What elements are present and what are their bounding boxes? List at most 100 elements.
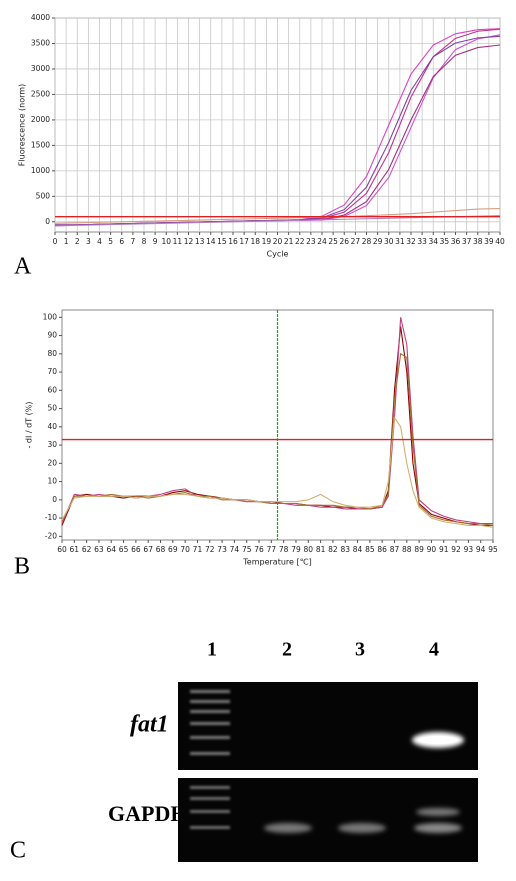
y-tick-label: 500 xyxy=(36,191,51,200)
x-tick-label: 36 xyxy=(451,237,461,246)
x-tick-label: 65 xyxy=(119,545,129,554)
x-tick-label: 11 xyxy=(173,237,183,246)
x-tick-label: 69 xyxy=(168,545,178,554)
x-tick-label: 64 xyxy=(106,545,116,554)
x-tick-label: 26 xyxy=(339,237,349,246)
x-tick-label: 32 xyxy=(406,237,416,246)
y-tick-label: 2500 xyxy=(31,89,50,98)
y-tick-label: 50 xyxy=(47,404,57,413)
x-tick-label: 68 xyxy=(156,545,166,554)
x-tick-label: 89 xyxy=(414,545,424,554)
x-tick-label: 18 xyxy=(250,237,260,246)
x-tick-label: 81 xyxy=(316,545,326,554)
x-tick-label: 35 xyxy=(440,237,450,246)
y-tick-label: 0 xyxy=(45,217,50,226)
x-tick-label: 5 xyxy=(108,237,113,246)
y-tick-label: 20 xyxy=(47,458,57,467)
x-tick-label: 19 xyxy=(262,237,272,246)
lane-label: 3 xyxy=(355,639,365,661)
x-tick-label: 95 xyxy=(488,545,498,554)
x-tick-label: 73 xyxy=(217,545,227,554)
row-label: fat1 xyxy=(130,712,169,738)
y-tick-label: 3000 xyxy=(31,64,50,73)
x-tick-label: 71 xyxy=(193,545,203,554)
y-axis-label: - dI / dT (%) xyxy=(25,402,34,449)
x-tick-label: 34 xyxy=(428,237,438,246)
x-tick-label: 63 xyxy=(94,545,104,554)
x-tick-label: 4 xyxy=(97,237,102,246)
y-tick-label: -20 xyxy=(45,531,57,540)
x-tick-label: 79 xyxy=(291,545,301,554)
x-tick-label: 70 xyxy=(180,545,190,554)
x-tick-label: 75 xyxy=(242,545,252,554)
lane-label: 4 xyxy=(429,639,439,661)
x-tick-label: 15 xyxy=(217,237,227,246)
y-tick-label: 30 xyxy=(47,440,57,449)
series-line xyxy=(61,416,494,528)
x-tick-label: 78 xyxy=(279,545,289,554)
x-tick-label: 61 xyxy=(70,545,80,554)
row-label: GAPDH xyxy=(108,801,187,826)
x-tick-label: 24 xyxy=(317,237,327,246)
x-tick-label: 62 xyxy=(82,545,92,554)
y-tick-label: 3500 xyxy=(31,38,50,47)
x-tick-label: 21 xyxy=(284,237,294,246)
x-tick-label: 14 xyxy=(206,237,216,246)
x-tick-label: 31 xyxy=(395,237,405,246)
x-axis-label: Cycle xyxy=(267,250,289,259)
x-tick-label: 66 xyxy=(131,545,141,554)
x-tick-label: 83 xyxy=(340,545,350,554)
x-tick-label: 33 xyxy=(417,237,427,246)
x-tick-label: 37 xyxy=(462,237,472,246)
x-tick-label: 2 xyxy=(75,237,80,246)
x-tick-label: 17 xyxy=(239,237,249,246)
y-tick-label: 10 xyxy=(47,477,57,486)
x-axis-label: Temperature [℃] xyxy=(242,558,311,567)
x-tick-label: 3 xyxy=(86,237,91,246)
x-tick-label: 60 xyxy=(57,545,67,554)
x-tick-label: 87 xyxy=(390,545,400,554)
x-tick-label: 80 xyxy=(304,545,314,554)
x-tick-label: 13 xyxy=(195,237,205,246)
x-tick-label: 72 xyxy=(205,545,215,554)
y-tick-label: 2000 xyxy=(31,115,50,124)
x-tick-label: 94 xyxy=(476,545,486,554)
y-tick-label: 90 xyxy=(47,331,57,340)
y-tick-label: 1000 xyxy=(31,166,50,175)
x-tick-label: 9 xyxy=(153,237,158,246)
x-tick-label: 74 xyxy=(230,545,240,554)
y-tick-label: 40 xyxy=(47,422,57,431)
lane-label: 1 xyxy=(207,639,217,661)
x-tick-label: 6 xyxy=(119,237,124,246)
series-line xyxy=(54,208,501,224)
y-tick-label: 100 xyxy=(43,312,58,321)
y-tick-label: 80 xyxy=(47,349,57,358)
x-tick-label: 29 xyxy=(373,237,383,246)
y-axis-label: Fluorescence (norm) xyxy=(18,84,27,166)
x-tick-label: 16 xyxy=(228,237,238,246)
x-tick-label: 12 xyxy=(184,237,194,246)
x-tick-label: 27 xyxy=(351,237,361,246)
gel-bottom xyxy=(178,778,478,862)
x-tick-label: 38 xyxy=(473,237,483,246)
x-tick-label: 8 xyxy=(142,237,147,246)
x-tick-label: 28 xyxy=(362,237,372,246)
panel-label: C xyxy=(10,838,26,864)
x-tick-label: 84 xyxy=(353,545,363,554)
x-tick-label: 23 xyxy=(306,237,316,246)
x-tick-label: 20 xyxy=(273,237,283,246)
y-tick-label: 1500 xyxy=(31,140,50,149)
lane-label: 2 xyxy=(282,639,292,661)
x-tick-label: 91 xyxy=(439,545,449,554)
panel-label: A xyxy=(14,254,32,280)
x-tick-label: 77 xyxy=(267,545,277,554)
x-tick-label: 88 xyxy=(402,545,412,554)
x-tick-label: 7 xyxy=(130,237,135,246)
y-tick-label: 4000 xyxy=(31,13,50,22)
x-tick-label: 40 xyxy=(495,237,505,246)
y-tick-label: 0 xyxy=(52,495,57,504)
x-tick-label: 93 xyxy=(464,545,474,554)
x-tick-label: 76 xyxy=(254,545,264,554)
x-tick-label: 82 xyxy=(328,545,338,554)
